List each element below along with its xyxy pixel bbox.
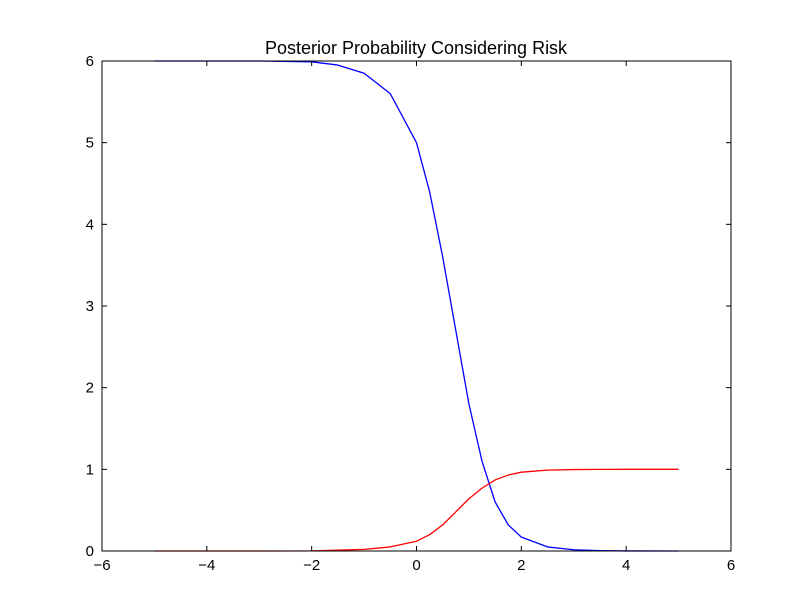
x-tick-label: 2 [517, 557, 525, 574]
series-line-1 [154, 60, 679, 552]
y-tick-label: 2 [86, 380, 94, 397]
x-tick-label: 6 [727, 557, 735, 574]
x-tick-label: 4 [622, 557, 630, 574]
y-tick-label: 5 [86, 135, 94, 152]
x-tick-label: 0 [412, 557, 420, 574]
plot-frame [101, 60, 732, 552]
y-tick-label: 4 [86, 216, 94, 233]
plot-lines [154, 60, 679, 552]
y-tick-label: 6 [86, 53, 94, 70]
y-tick-label: 0 [86, 543, 94, 560]
y-tick-label: 3 [86, 298, 94, 315]
axes-frame [101, 60, 732, 552]
series-line-2 [154, 468, 679, 552]
y-tick-label: 1 [86, 461, 94, 478]
chart-title: Posterior Probability Considering Risk [265, 38, 568, 58]
x-tick-label: −6 [93, 557, 110, 574]
x-tick-label: −2 [303, 557, 320, 574]
x-axis-ticks: −6 −4 −2 0 2 4 6 [93, 61, 735, 574]
x-tick-label: −4 [198, 557, 215, 574]
y-axis-ticks: 0 1 2 3 4 5 6 [86, 53, 731, 560]
